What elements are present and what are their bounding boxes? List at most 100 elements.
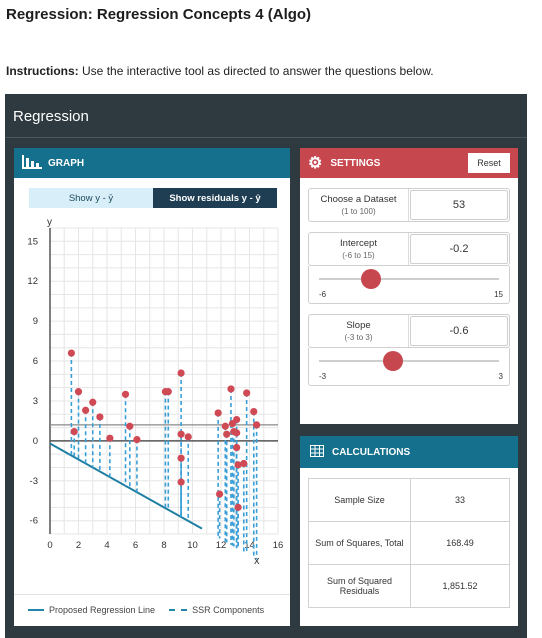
intercept-label: Intercept (-6 to 15) <box>309 233 409 265</box>
intercept-slider-track[interactable] <box>319 278 499 280</box>
x-axis-label: x <box>254 555 260 567</box>
x-tick-label: 10 <box>187 540 198 551</box>
x-tick-label: 8 <box>161 540 166 551</box>
x-tick-label: 0 <box>47 540 52 551</box>
graph-panel-header: GRAPH <box>14 148 290 178</box>
app-title: Regression <box>5 94 527 138</box>
data-point <box>121 390 130 398</box>
sample-size-label: Sample Size <box>308 478 411 522</box>
data-point <box>250 408 258 416</box>
legend-regression-line: Proposed Regression Line <box>28 605 155 615</box>
data-point <box>233 429 241 437</box>
data-point <box>227 385 235 393</box>
slope-slider[interactable]: -3 3 <box>308 348 510 386</box>
data-point <box>177 369 185 377</box>
graph-panel: GRAPH Show y - ȳ Show residuals y - ŷ 0 2… <box>14 148 290 626</box>
regression-line <box>49 442 203 530</box>
slope-slider-thumb[interactable] <box>383 351 403 371</box>
calculations-panel: CALCULATIONS Sample Size 33 Sum of Squar… <box>300 436 518 626</box>
x-tick-label: 16 <box>273 540 284 551</box>
data-point <box>233 443 241 452</box>
data-point <box>133 435 141 444</box>
data-point <box>215 490 224 498</box>
solid-line-swatch <box>28 608 44 611</box>
bar-chart-icon <box>22 154 42 172</box>
slope-label: Slope (-3 to 3) <box>309 315 409 347</box>
slope-slider-track[interactable] <box>319 360 499 362</box>
intercept-row: Intercept (-6 to 15) -0.2 <box>308 232 510 266</box>
dataset-range: (1 to 100) <box>341 207 376 216</box>
ssr-value: 1,851.52 <box>410 564 510 608</box>
sst-value: 168.49 <box>410 521 510 565</box>
ssr-label: Sum of Squared Residuals <box>308 564 411 608</box>
y-tick-label: 12 <box>27 276 38 287</box>
dashed-line-swatch <box>169 608 188 611</box>
x-tick-label: 12 <box>216 540 227 551</box>
intercept-min-label: -6 <box>319 290 327 299</box>
intercept-input[interactable]: -0.2 <box>410 234 508 264</box>
x-tick-label: 6 <box>133 540 138 551</box>
data-point <box>253 421 261 429</box>
data-point <box>221 422 229 430</box>
legend-ssr-label: SSR Components <box>192 604 265 615</box>
data-point <box>82 406 90 414</box>
slope-max-label: 3 <box>498 372 503 381</box>
x-tick-label: 14 <box>244 540 255 551</box>
intercept-label-text: Intercept <box>340 238 377 249</box>
legend-regression-label: Proposed Regression Line <box>49 604 156 615</box>
reset-button[interactable]: Reset <box>468 153 510 173</box>
slope-label-text: Slope <box>346 320 371 331</box>
y-tick-label: 0 <box>33 436 38 447</box>
calculations-table: Sample Size 33 Sum of Squares, Total 168… <box>308 478 510 608</box>
intercept-max-label: 15 <box>494 290 503 299</box>
slope-range: (-3 to 3) <box>344 333 373 342</box>
instructions-text: Use the interactive tool as directed to … <box>82 64 434 78</box>
data-point <box>234 461 242 469</box>
data-point <box>74 388 83 396</box>
data-point <box>67 349 75 357</box>
table-icon <box>310 444 324 460</box>
data-point <box>126 422 134 430</box>
data-point <box>89 398 97 406</box>
table-row: Sum of Squared Residuals 1,851.52 <box>308 564 510 608</box>
table-row: Sum of Squares, Total 168.49 <box>308 521 510 565</box>
x-tick-label: 2 <box>76 540 81 551</box>
data-point <box>240 459 248 468</box>
dataset-label: Choose a Dataset (1 to 100) <box>309 189 409 221</box>
slope-row: Slope (-3 to 3) -0.6 <box>308 314 510 348</box>
data-point <box>234 503 242 511</box>
intercept-slider[interactable]: -6 15 <box>308 266 510 304</box>
data-point <box>233 415 241 424</box>
data-point <box>177 478 185 486</box>
graph-legend: Proposed Regression Line SSR Components <box>14 594 290 624</box>
y-tick-label: -3 <box>30 476 38 487</box>
scatter-plot: 0 2 4 6 8 10 12 14 16 -6 -3 0 3 6 9 12 15 x y <box>27 217 284 567</box>
data-point <box>184 433 192 441</box>
calculations-title: CALCULATIONS <box>332 446 411 458</box>
graph-panel-title: GRAPH <box>48 157 85 169</box>
slope-input[interactable]: -0.6 <box>410 316 508 346</box>
data-point <box>164 388 172 396</box>
data-point <box>214 409 222 417</box>
settings-title: SETTINGS <box>330 157 381 169</box>
view-toggle: Show y - ȳ Show residuals y - ŷ <box>29 188 277 208</box>
calculations-header: CALCULATIONS <box>300 436 518 468</box>
intercept-range: (-6 to 15) <box>342 251 375 260</box>
intercept-slider-thumb[interactable] <box>361 269 381 289</box>
data-point <box>70 427 78 436</box>
data-point <box>177 454 185 462</box>
y-axis-label: y <box>47 217 52 228</box>
dataset-input[interactable]: 53 <box>410 190 508 220</box>
regression-app: Regression GRAPH Show y - ȳ Show residua… <box>5 94 527 638</box>
sst-label: Sum of Squares, Total <box>308 521 411 565</box>
show-residuals-button[interactable]: Show residuals y - ŷ <box>153 188 277 208</box>
settings-header: ⚙ SETTINGS Reset <box>300 148 518 178</box>
y-tick-label: 9 <box>33 316 38 327</box>
x-tick-label: 4 <box>104 540 109 551</box>
data-point <box>177 430 185 438</box>
data-point <box>96 413 104 421</box>
show-y-minus-mean-button[interactable]: Show y - ȳ <box>29 188 153 208</box>
sample-size-value: 33 <box>410 478 510 522</box>
settings-panel: ⚙ SETTINGS Reset Choose a Dataset (1 to … <box>300 148 518 424</box>
gear-icon: ⚙ <box>308 155 323 172</box>
